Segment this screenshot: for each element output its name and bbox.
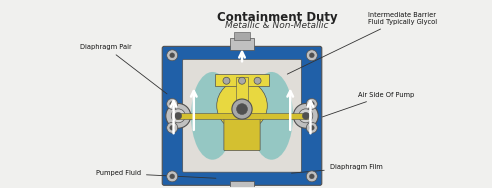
Circle shape [170,102,175,106]
Circle shape [309,174,314,179]
FancyBboxPatch shape [224,118,260,151]
Text: Diaphragm Film: Diaphragm Film [291,164,382,173]
Circle shape [167,122,178,133]
Circle shape [167,99,178,109]
Circle shape [232,99,252,119]
Circle shape [309,53,314,58]
Text: Air Side Of Pump: Air Side Of Pump [322,92,414,117]
Circle shape [299,109,313,123]
Ellipse shape [191,72,234,160]
Circle shape [307,50,317,61]
Circle shape [170,53,175,58]
Circle shape [170,174,175,179]
Bar [215,74,269,86]
FancyBboxPatch shape [162,46,322,185]
Text: Containment Duty: Containment Duty [216,11,337,24]
Bar [176,113,308,119]
Text: Intermediate Barrier
Fluid Typically Glycol: Intermediate Barrier Fluid Typically Gly… [287,12,437,74]
Circle shape [170,125,175,130]
Circle shape [237,104,247,114]
Circle shape [167,50,178,61]
Circle shape [309,102,314,106]
Circle shape [254,77,261,84]
Text: Diaphragm Pair: Diaphragm Pair [81,44,167,94]
Bar [234,33,250,40]
Circle shape [307,171,317,182]
FancyBboxPatch shape [183,59,301,172]
Circle shape [175,112,182,119]
Text: Pumped Fluid: Pumped Fluid [96,170,216,178]
Text: Metallic & Non-Metallic: Metallic & Non-Metallic [225,20,329,30]
Circle shape [166,103,191,128]
Circle shape [223,77,230,84]
Circle shape [307,99,317,109]
Circle shape [307,122,317,133]
Ellipse shape [250,72,293,160]
Ellipse shape [217,80,267,131]
Bar [230,181,254,188]
Circle shape [293,103,318,128]
Circle shape [239,77,246,84]
Circle shape [302,112,309,119]
Circle shape [171,109,185,123]
Circle shape [309,125,314,130]
Bar [230,38,254,50]
Bar [236,77,248,114]
Circle shape [167,171,178,182]
